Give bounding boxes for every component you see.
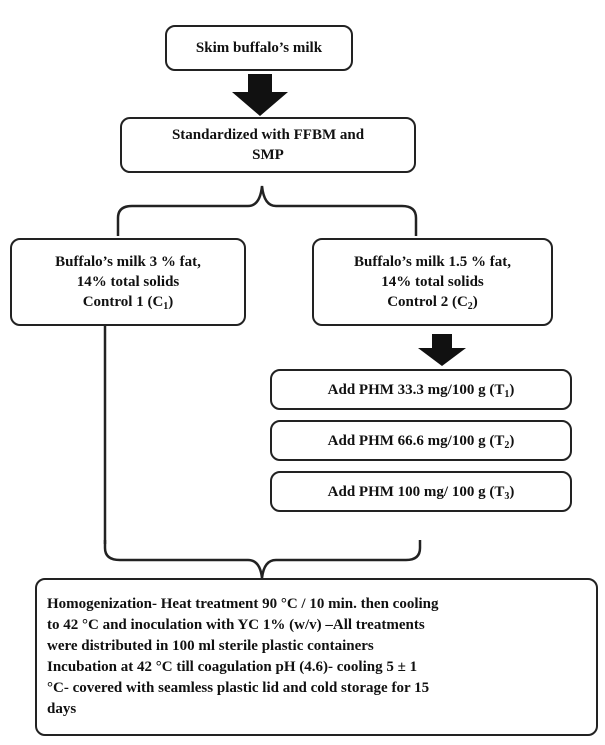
text-line: Add PHM 100 mg/ 100 g (T3)	[328, 482, 515, 502]
node-box: Add PHM 33.3 mg/100 g (T1)	[270, 369, 572, 410]
text: Skim buffalo’s milk	[195, 40, 323, 56]
node-box: Add PHM 100 mg/ 100 g (T3)	[270, 471, 572, 512]
text-line: 14% total solids	[77, 272, 180, 292]
brace-top	[116, 185, 418, 236]
text: )	[509, 432, 515, 449]
node-box: Add PHM 66.6 mg/100 g (T2)	[270, 420, 572, 461]
arrow	[232, 74, 288, 116]
text: Standardized with FFBM and	[171, 127, 365, 143]
node-box: Skim buffalo’s milk	[165, 25, 353, 71]
text-line: Buffalo’s milk 3 % fat,	[55, 252, 201, 272]
text-line: °C- covered with seamless plastic lid an…	[47, 678, 429, 699]
node-box: Standardized with FFBM and SMP	[120, 117, 416, 173]
subscript: 1	[504, 388, 510, 400]
text-line: SMP	[252, 145, 284, 165]
text: to 42 °C and inoculation with YC 1% (w/v…	[47, 617, 425, 633]
text: Buffalo’s milk 3 % fat,	[55, 254, 201, 270]
text: 14% total solids	[381, 274, 484, 290]
subscript: 1	[163, 301, 169, 312]
node-box: Homogenization- Heat treatment 90 °C / 1…	[35, 578, 598, 736]
text-line: Control 2 (C2)	[387, 292, 478, 312]
text: Add PHM 33.3 mg/100 g (T	[327, 381, 505, 398]
text-line: Skim buffalo’s milk	[196, 38, 322, 58]
arrow	[418, 334, 466, 366]
brace-bottom	[103, 540, 422, 579]
text: Homogenization- Heat treatment 90 °C / 1…	[47, 596, 439, 612]
subscript: 2	[467, 301, 473, 312]
text-line: Control 1 (C1)	[83, 292, 174, 312]
text-line: Homogenization- Heat treatment 90 °C / 1…	[47, 594, 439, 615]
text-line: 14% total solids	[381, 272, 484, 292]
text: days	[47, 701, 77, 717]
text-line: Add PHM 66.6 mg/100 g (T2)	[328, 431, 515, 451]
text: Add PHM 100 mg/ 100 g (T	[327, 483, 505, 500]
node-box: Buffalo’s milk 1.5 % fat, 14% total solid…	[312, 238, 553, 326]
text: were distributed in 100 ml sterile plast…	[47, 638, 374, 654]
text-line: Standardized with FFBM and	[172, 125, 364, 145]
text: 14% total solids	[76, 274, 180, 290]
text: )	[472, 294, 478, 310]
text: )	[509, 381, 515, 398]
node-box: Buffalo’s milk 3 % fat, 14% total solids C…	[10, 238, 246, 326]
text: Incubation at 42 °C till coagulation pH …	[47, 659, 418, 675]
text-line: Buffalo’s milk 1.5 % fat,	[354, 252, 511, 272]
subscript: 2	[504, 439, 510, 451]
text-line: days	[47, 699, 76, 720]
subscript: 3	[504, 490, 510, 502]
text: )	[509, 483, 515, 500]
text: )	[168, 294, 174, 310]
text: °C- covered with seamless plastic lid an…	[47, 680, 430, 696]
text: Buffalo’s milk 1.5 % fat,	[354, 254, 511, 270]
text-line: were distributed in 100 ml sterile plast…	[47, 636, 374, 657]
text: Control 1 (C	[82, 294, 164, 310]
text: Control 2 (C	[387, 294, 468, 310]
text: SMP	[252, 147, 284, 163]
text-line: Incubation at 42 °C till coagulation pH …	[47, 657, 417, 678]
text: Add PHM 66.6 mg/100 g (T	[327, 432, 505, 449]
text-line: to 42 °C and inoculation with YC 1% (w/v…	[47, 615, 425, 636]
text-line: Add PHM 33.3 mg/100 g (T1)	[328, 380, 515, 400]
